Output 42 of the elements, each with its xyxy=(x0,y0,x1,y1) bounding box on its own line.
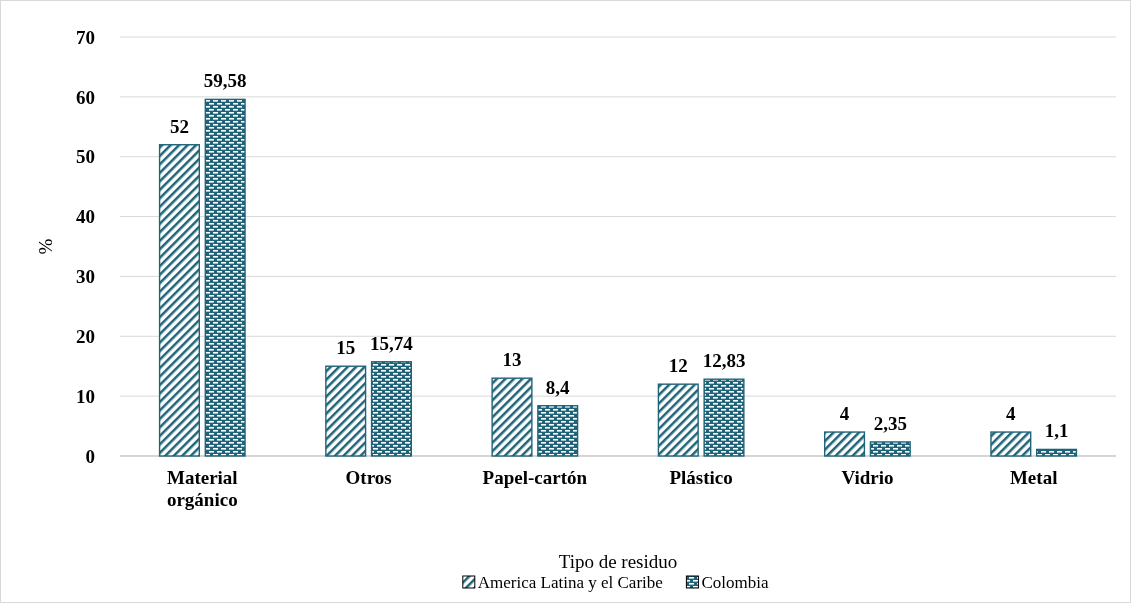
data-label: 12,83 xyxy=(702,350,746,372)
x-axis-title: Tipo de residuo xyxy=(558,551,678,572)
x-tick-label: Otros xyxy=(345,467,392,488)
bar xyxy=(703,378,745,457)
data-label: 15,74 xyxy=(370,332,414,354)
data-label: 2,35 xyxy=(873,412,907,434)
y-tick-label: 70 xyxy=(76,26,95,48)
x-tick-label: Material orgánico xyxy=(166,467,238,510)
bar xyxy=(657,383,699,457)
x-tick-label: Metal xyxy=(1009,467,1058,488)
y-tick-label: 60 xyxy=(76,86,95,108)
bar xyxy=(823,431,866,457)
y-tick-label: 20 xyxy=(76,325,95,347)
data-label: 13 xyxy=(502,349,522,371)
y-tick-label: 50 xyxy=(76,146,95,168)
y-tick-label: 0 xyxy=(85,445,95,467)
legend-label: Colombia xyxy=(701,573,769,592)
x-tick-label: Vidrio xyxy=(841,467,894,488)
legend-label: America Latina y el Caribe xyxy=(477,573,663,592)
bar xyxy=(370,361,413,457)
data-label: 12 xyxy=(668,355,688,377)
bar xyxy=(158,144,201,457)
bar xyxy=(204,98,246,457)
x-tick-label: Plástico xyxy=(669,467,733,488)
data-label: 8,4 xyxy=(545,376,571,398)
y-tick-label: 30 xyxy=(76,266,95,288)
data-label: 15 xyxy=(336,337,356,359)
bar xyxy=(990,431,1032,457)
data-label: 59,58 xyxy=(203,70,247,92)
bar xyxy=(1035,448,1078,457)
y-tick-label: 40 xyxy=(76,206,95,228)
bar xyxy=(325,365,367,457)
y-tick-label: 10 xyxy=(76,385,95,407)
x-tick-label: Papel-cartón xyxy=(482,467,588,488)
bar xyxy=(491,377,533,457)
data-label: 52 xyxy=(169,115,189,137)
y-axis-title: % xyxy=(35,238,56,255)
data-label: 4 xyxy=(839,403,850,425)
data-label: 1,1 xyxy=(1044,420,1069,442)
bar xyxy=(869,441,911,457)
data-label: 4 xyxy=(1006,403,1017,425)
bar xyxy=(537,405,579,457)
